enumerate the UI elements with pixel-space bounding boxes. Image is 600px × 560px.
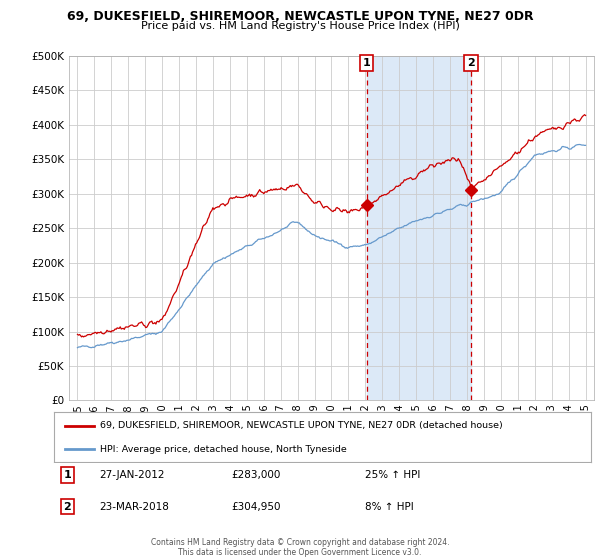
Text: 25% ↑ HPI: 25% ↑ HPI	[365, 470, 421, 480]
Bar	[367, 56, 471, 400]
Text: 69, DUKESFIELD, SHIREMOOR, NEWCASTLE UPON TYNE, NE27 0DR (detached house): 69, DUKESFIELD, SHIREMOOR, NEWCASTLE UPO…	[100, 421, 502, 430]
Text: 8% ↑ HPI: 8% ↑ HPI	[365, 502, 414, 512]
Text: 69, DUKESFIELD, SHIREMOOR, NEWCASTLE UPON TYNE, NE27 0DR: 69, DUKESFIELD, SHIREMOOR, NEWCASTLE UPO…	[67, 10, 533, 23]
Text: 2: 2	[64, 502, 71, 512]
Text: 2: 2	[467, 58, 475, 68]
Text: 1: 1	[362, 58, 370, 68]
Text: 23-MAR-2018: 23-MAR-2018	[100, 502, 170, 512]
Text: HPI: Average price, detached house, North Tyneside: HPI: Average price, detached house, Nort…	[100, 445, 346, 454]
Text: 27-JAN-2012: 27-JAN-2012	[100, 470, 165, 480]
Text: Contains HM Land Registry data © Crown copyright and database right 2024.
This d: Contains HM Land Registry data © Crown c…	[151, 538, 449, 557]
Text: 1: 1	[64, 470, 71, 480]
Text: Price paid vs. HM Land Registry's House Price Index (HPI): Price paid vs. HM Land Registry's House …	[140, 21, 460, 31]
Text: £304,950: £304,950	[231, 502, 281, 512]
Text: £283,000: £283,000	[231, 470, 281, 480]
